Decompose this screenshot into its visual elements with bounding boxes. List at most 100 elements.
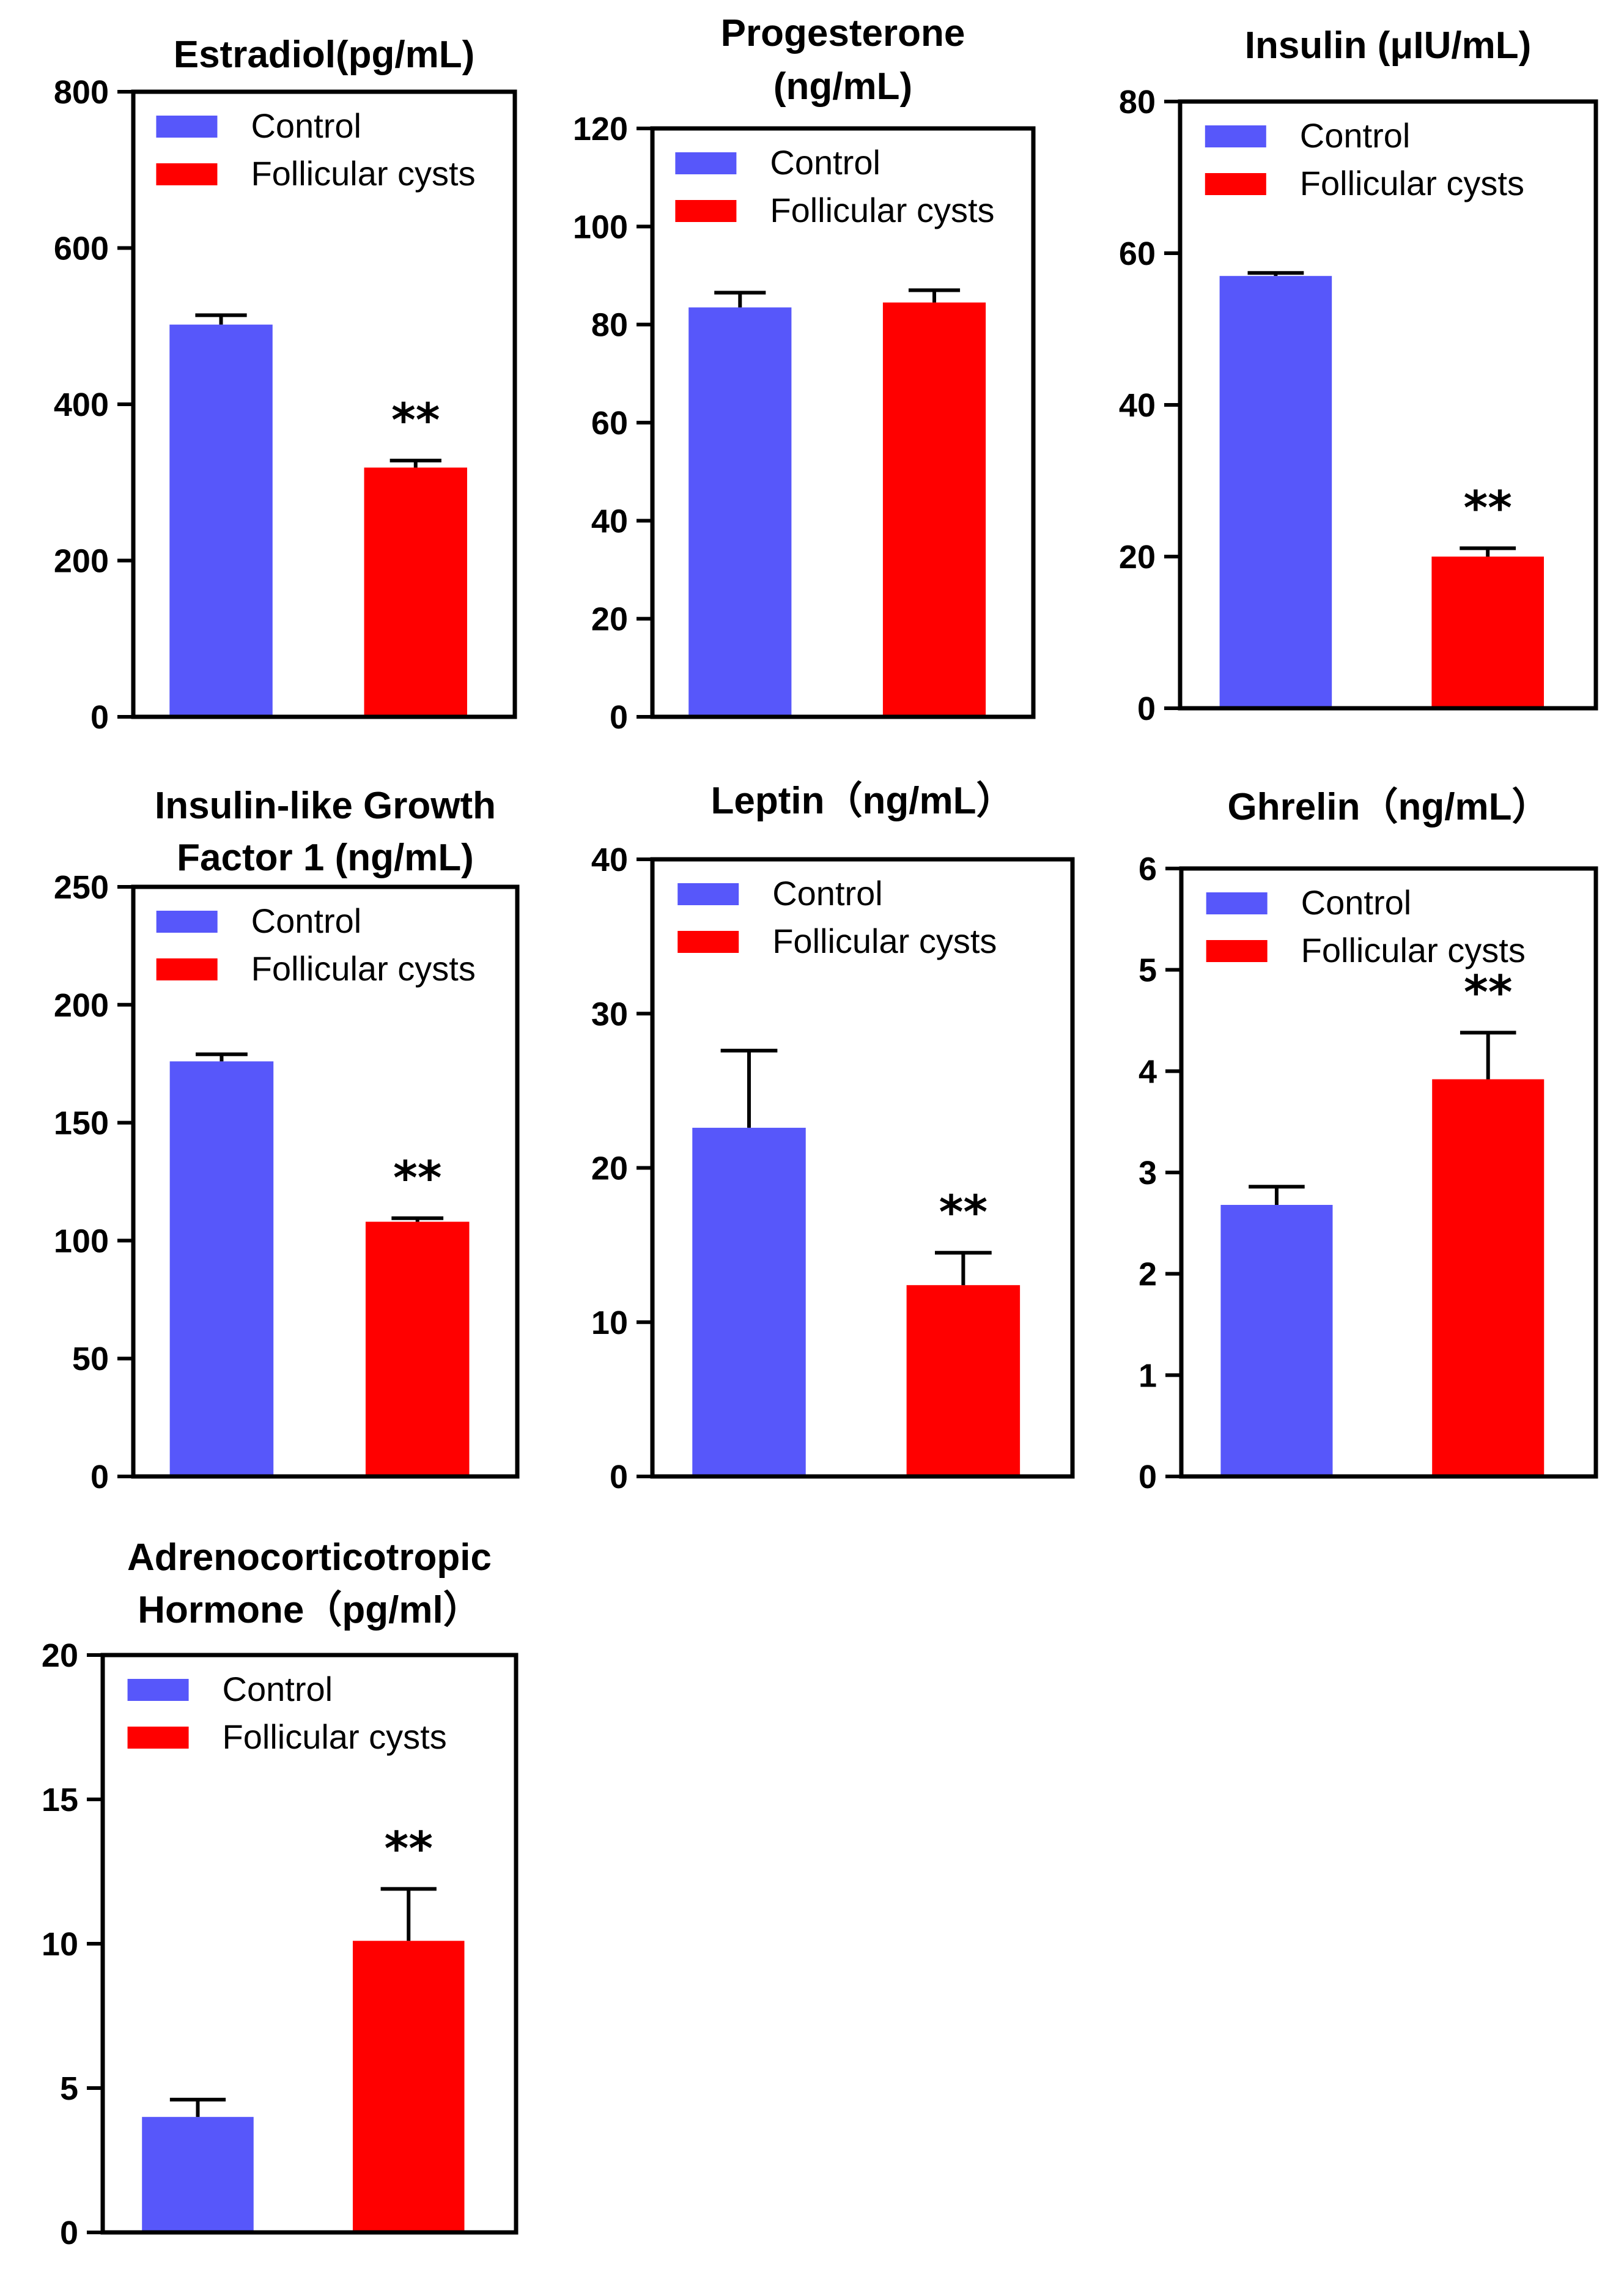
legend-label-control: Control xyxy=(772,874,883,913)
legend-label-follicular-cysts: Follicular cysts xyxy=(251,154,475,193)
y-tick-label: 20 xyxy=(591,1150,628,1187)
chart-title: Leptin（ng/mL） xyxy=(711,779,1014,822)
significance-label: ** xyxy=(939,1185,988,1239)
legend-swatch-control xyxy=(1206,892,1268,914)
legend-swatch-control xyxy=(156,911,218,933)
y-tick-label: 0 xyxy=(610,1459,628,1495)
bar-control xyxy=(1219,276,1332,708)
chart-title: Insulin (μIU/mL) xyxy=(1245,24,1531,67)
panel-progesterone: Progesterone (ng/mL) Control Follicular cys… xyxy=(573,12,1036,736)
plot-frame xyxy=(650,857,1075,1479)
y-tick-label: 100 xyxy=(573,209,628,245)
bar-follicular-cysts xyxy=(352,1941,465,2232)
plot-frame xyxy=(131,89,517,719)
y-tick-label: 50 xyxy=(72,1341,109,1377)
y-tick-label: 80 xyxy=(1119,84,1156,120)
bar-follicular-cysts xyxy=(364,467,467,717)
chart-title: Insulin-like Growth xyxy=(155,785,496,827)
legend-label-control: Control xyxy=(223,1670,333,1708)
y-tick-label: 1 xyxy=(1139,1357,1157,1394)
y-tick-label: 20 xyxy=(42,1637,78,1674)
legend-label-control: Control xyxy=(251,106,361,145)
legend-label-follicular-cysts: Follicular cysts xyxy=(772,922,997,960)
y-tick-label: 5 xyxy=(60,2070,78,2107)
legend-swatch-follicular-cysts xyxy=(127,1727,189,1749)
y-tick-label: 600 xyxy=(54,231,109,267)
legend-swatch-follicular-cysts xyxy=(675,200,737,222)
y-tick-label: 3 xyxy=(1139,1155,1157,1191)
y-tick-label: 15 xyxy=(42,1782,78,1818)
panel-estradiol: Estradiol(pg/mL) ** Control Follicular cyst… xyxy=(54,34,517,736)
plot-frame xyxy=(100,1653,519,2235)
legend-label-control: Control xyxy=(251,902,362,940)
y-tick-label: 0 xyxy=(60,2215,78,2251)
chart-title: Factor 1 (ng/mL) xyxy=(177,837,474,879)
panel-acth: Adrenocorticotropic Hormone（pg/ml） ** Contr… xyxy=(42,1536,519,2251)
significance-label: ** xyxy=(384,1821,433,1875)
plot-frame xyxy=(1179,866,1598,1479)
chart-title: (ng/mL) xyxy=(773,65,912,108)
y-tick-label: 60 xyxy=(591,405,628,442)
bar-control xyxy=(169,324,273,717)
legend-label-follicular-cysts: Follicular cysts xyxy=(1300,164,1524,202)
bar-follicular-cysts xyxy=(1431,557,1544,708)
y-tick-label: 100 xyxy=(54,1223,109,1259)
legend-label-control: Control xyxy=(770,143,880,182)
y-tick-label: 120 xyxy=(573,111,628,147)
chart-title: Adrenocorticotropic xyxy=(127,1536,492,1579)
significance-label: ** xyxy=(1463,480,1512,535)
y-tick-label: 200 xyxy=(54,987,109,1024)
bar-control xyxy=(142,2117,254,2232)
bar-control xyxy=(169,1061,274,1476)
y-tick-label: 10 xyxy=(42,1926,78,1963)
plot-frame xyxy=(650,126,1036,719)
significance-label: ** xyxy=(391,393,440,447)
y-tick-label: 4 xyxy=(1139,1053,1157,1090)
legend-label-follicular-cysts: Follicular cysts xyxy=(1301,931,1526,969)
bar-control xyxy=(692,1127,806,1476)
legend-label-follicular-cysts: Follicular cysts xyxy=(223,1717,447,1756)
bar-follicular-cysts xyxy=(906,1285,1021,1476)
chart-title: Ghrelin（ng/mL） xyxy=(1227,785,1549,828)
legend-label-follicular-cysts: Follicular cysts xyxy=(251,949,476,988)
significance-label: ** xyxy=(1464,965,1513,1019)
chart-title: Progesterone xyxy=(721,12,965,54)
legend-swatch-control xyxy=(156,116,218,138)
legend-swatch-control xyxy=(127,1679,189,1701)
y-tick-label: 5 xyxy=(1139,952,1157,989)
y-tick-label: 20 xyxy=(1119,539,1156,576)
plot-frame xyxy=(1178,99,1598,711)
panel-igf1: Insulin-like Growth Factor 1 (ng/mL) ** Con… xyxy=(54,785,520,1495)
panel-ghrelin: Ghrelin（ng/mL） ** Control Follicular cysts 0… xyxy=(1139,785,1598,1495)
y-tick-label: 250 xyxy=(54,869,109,906)
y-tick-label: 30 xyxy=(591,996,628,1032)
y-tick-label: 0 xyxy=(610,699,628,736)
y-tick-label: 400 xyxy=(54,387,109,423)
legend-swatch-control xyxy=(675,152,737,174)
y-tick-label: 0 xyxy=(1139,1459,1157,1495)
y-tick-label: 6 xyxy=(1139,851,1157,887)
legend-label-follicular-cysts: Follicular cysts xyxy=(770,191,994,229)
y-tick-label: 40 xyxy=(591,503,628,539)
legend-swatch-follicular-cysts xyxy=(677,931,739,953)
panel-insulin: Insulin (μIU/mL) ** Control Follicular cyst… xyxy=(1119,24,1598,727)
bar-follicular-cysts xyxy=(365,1221,470,1476)
legend-swatch-follicular-cysts xyxy=(1206,940,1268,962)
chart-title: Hormone（pg/ml） xyxy=(138,1588,481,1631)
bar-follicular-cysts xyxy=(882,302,986,717)
legend-swatch-follicular-cysts xyxy=(156,958,218,980)
bar-control xyxy=(1220,1205,1333,1476)
y-tick-label: 10 xyxy=(591,1305,628,1341)
bar-follicular-cysts xyxy=(1432,1079,1545,1476)
significance-label: ** xyxy=(393,1150,442,1205)
legend-label-control: Control xyxy=(1300,116,1411,155)
y-tick-label: 0 xyxy=(1137,691,1156,727)
legend-swatch-control xyxy=(677,883,739,905)
y-tick-label: 800 xyxy=(54,74,109,111)
y-tick-label: 150 xyxy=(54,1105,109,1142)
y-tick-label: 40 xyxy=(1119,387,1156,424)
y-tick-label: 200 xyxy=(54,543,109,580)
legend-label-control: Control xyxy=(1301,883,1412,922)
plot-frame xyxy=(131,884,520,1479)
y-tick-label: 2 xyxy=(1139,1256,1157,1293)
